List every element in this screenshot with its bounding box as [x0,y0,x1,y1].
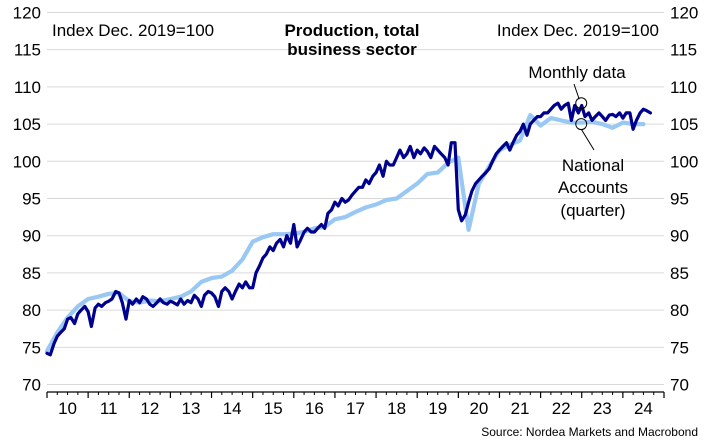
x-tick-label: 15 [264,399,283,418]
y-tick-label-right: 95 [670,190,689,209]
annotation-marker-monthly [575,97,588,110]
y-axis-right-ticks: 70 75 80 85 90 95 100 105 110 115 120 [670,3,698,394]
y-tick-label-left: 75 [22,338,41,357]
y-tick-label-right: 85 [670,264,689,283]
y-tick-label-right: 75 [670,338,689,357]
annotation-monthly: Monthly data [528,63,626,82]
x-tick-label: 22 [552,399,571,418]
y-tick-label-left: 95 [22,190,41,209]
x-tick-label: 11 [100,399,118,418]
annotation-national-accounts-line: (quarter) [560,201,625,220]
y-tick-label-right: 90 [670,227,689,246]
y-tick-label-right: 115 [670,41,697,60]
annotation-national-accounts-line: National [562,156,624,175]
y-tick-label-left: 90 [22,227,41,246]
y-axis-left-label: Index Dec. 2019=100 [52,21,214,40]
y-tick-label-right: 80 [670,301,689,320]
annotation-layer: Monthly data National Accounts (quarter) [528,63,628,220]
x-tick-label: 14 [223,399,242,418]
x-tick-label: 16 [305,399,324,418]
y-tick-label-left: 105 [13,115,41,134]
annotation-leader-national-accounts [580,128,595,151]
grid [47,11,664,386]
y-tick-label-right: 110 [670,78,697,97]
series-layer [44,101,653,357]
annotation-national-accounts-line: Accounts [558,178,628,197]
x-tick-label: 13 [182,399,201,418]
y-tick-label-right: 120 [670,3,698,22]
x-tick-label: 23 [593,399,612,418]
y-tick-label-left: 85 [22,264,41,283]
y-tick-label-right: 100 [670,152,698,171]
source-note: Source: Nordea Markets and Macrobond [481,425,698,439]
series-line-national-accounts [44,112,646,354]
y-axis-right-label: Index Dec. 2019=100 [497,21,659,40]
y-tick-label-left: 70 [22,376,41,395]
x-tick-label: 10 [58,399,77,418]
chart-title-line-1: Production, total [284,21,419,40]
y-tick-label-left: 115 [14,41,41,60]
y-tick-label-right: 105 [670,115,698,134]
annotation-marker-national-accounts [575,118,588,131]
annotation-leader-monthly [573,83,580,100]
series-line-monthly [45,101,653,357]
y-tick-label-left: 100 [13,152,41,171]
x-tick-label: 24 [634,399,653,418]
x-tick-label: 18 [387,399,406,418]
y-tick-label-left: 110 [14,78,41,97]
x-tick-label: 12 [140,399,159,418]
chart-title-line-2: business sector [287,40,417,59]
x-tick-label: 19 [428,399,447,418]
x-tick-label: 20 [469,399,488,418]
y-tick-label-left: 80 [22,301,41,320]
x-axis: 10 11 12 13 14 15 16 17 18 19 20 21 22 23 24 [46,391,665,418]
y-tick-label-right: 70 [670,376,689,395]
x-tick-label: 17 [346,399,365,418]
y-axis-left-ticks: 70 75 80 85 90 95 100 105 110 115 120 [13,3,41,394]
x-tick-label: 21 [511,399,530,418]
y-tick-label-left: 120 [13,3,41,22]
